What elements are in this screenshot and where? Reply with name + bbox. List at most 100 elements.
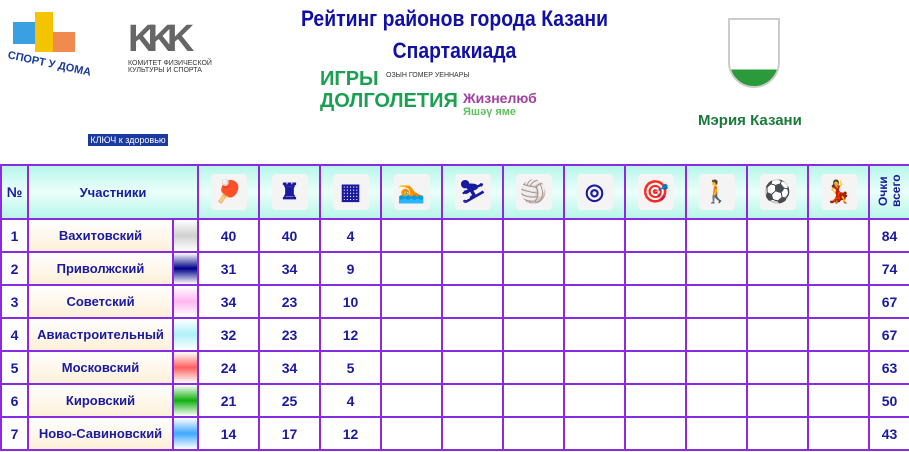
score-cell <box>807 350 870 385</box>
score-cell: 12 <box>319 317 382 352</box>
total-points: 74 <box>868 251 909 286</box>
total-points: 84 <box>868 218 909 253</box>
score-cell: 34 <box>258 251 321 286</box>
score-cell <box>502 350 565 385</box>
score-cell <box>746 350 809 385</box>
table-row: 7 Ново-Савиновский 14 17 12 43 <box>0 416 909 451</box>
rating-table: № Участники 🏓 ♜ ▦ 🏊 ⛷ 🏐 ◎ 🎯 🚶 ⚽ 💃 Очки всего 1 Вахит… <box>0 164 909 451</box>
score-cell: 40 <box>197 218 260 253</box>
header-sport-9: ⚽ <box>746 164 809 220</box>
score-cell: 40 <box>258 218 321 253</box>
header-sport-6: ◎ <box>563 164 626 220</box>
header-sport-7: 🎯 <box>624 164 687 220</box>
district-color-swatch <box>172 218 199 253</box>
district-name: Ново-Савиновский <box>27 416 174 451</box>
igry-tat-text: ОЗЫН ГОМЕР УЕННАРЫ <box>386 72 470 79</box>
district-name: Кировский <box>27 383 174 418</box>
score-cell <box>624 251 687 286</box>
score-cell <box>746 383 809 418</box>
header-sport-0: 🏓 <box>197 164 260 220</box>
rank: 2 <box>0 251 29 286</box>
score-cell <box>441 317 504 352</box>
igry-logo: ИГРЫ ДОЛГОЛЕТИЯ <box>320 68 458 112</box>
district-color-swatch <box>172 416 199 451</box>
score-cell <box>563 251 626 286</box>
darts-icon: 🎯 <box>637 174 674 210</box>
total-points: 67 <box>868 317 909 352</box>
total-points: 43 <box>868 416 909 451</box>
score-cell <box>380 218 443 253</box>
score-cell: 9 <box>319 251 382 286</box>
score-cell <box>746 317 809 352</box>
score-cell <box>502 251 565 286</box>
chess-icon: ♜ <box>271 174 308 210</box>
score-cell <box>441 383 504 418</box>
header-sport-10: 💃 <box>807 164 870 220</box>
score-cell <box>807 251 870 286</box>
score-cell <box>685 218 748 253</box>
score-cell <box>563 218 626 253</box>
sport-u-doma-logo: СПОРТ У ДОМА <box>5 10 95 88</box>
score-cell <box>746 416 809 451</box>
score-cell <box>624 383 687 418</box>
score-cell <box>563 317 626 352</box>
header-total: Очки всего <box>868 164 909 220</box>
district-name: Советский <box>27 284 174 319</box>
header-sport-1: ♜ <box>258 164 321 220</box>
score-cell <box>380 416 443 451</box>
rank: 6 <box>0 383 29 418</box>
score-cell <box>624 218 687 253</box>
rank: 1 <box>0 218 29 253</box>
total-points: 67 <box>868 284 909 319</box>
score-cell <box>746 284 809 319</box>
table-row: 4 Авиастроительный 32 23 12 67 <box>0 317 909 352</box>
score-cell <box>380 383 443 418</box>
district-color-swatch <box>172 383 199 418</box>
score-cell: 34 <box>258 350 321 385</box>
score-cell: 4 <box>319 218 382 253</box>
score-cell <box>563 284 626 319</box>
score-cell: 10 <box>319 284 382 319</box>
score-cell: 14 <box>197 416 260 451</box>
header-sport-4: ⛷ <box>441 164 504 220</box>
header-sport-3: 🏊 <box>380 164 443 220</box>
district-color-swatch <box>172 350 199 385</box>
district-name: Авиастроительный <box>27 317 174 352</box>
badge-icon: ◎ <box>576 174 613 210</box>
kazan-coat-of-arms-icon <box>728 18 780 88</box>
kluch-logo: КЛЮЧ к здоровью ВОДА <box>88 112 168 157</box>
checkers-icon: ▦ <box>332 174 369 210</box>
score-cell <box>624 284 687 319</box>
score-cell: 32 <box>197 317 260 352</box>
score-cell <box>502 218 565 253</box>
score-cell: 23 <box>258 317 321 352</box>
score-cell <box>807 284 870 319</box>
score-cell <box>807 317 870 352</box>
score-cell <box>380 317 443 352</box>
score-cell <box>685 284 748 319</box>
football-icon: ⚽ <box>759 174 796 210</box>
score-cell <box>563 416 626 451</box>
header-participants: Участники <box>27 164 199 220</box>
score-cell <box>624 317 687 352</box>
score-cell <box>685 350 748 385</box>
score-cell: 12 <box>319 416 382 451</box>
rank: 7 <box>0 416 29 451</box>
table-row: 1 Вахитовский 40 40 4 84 <box>0 218 909 253</box>
header-sport-5: 🏐 <box>502 164 565 220</box>
district-name: Московский <box>27 350 174 385</box>
score-cell <box>624 350 687 385</box>
table-tennis-icon: 🏓 <box>210 174 247 210</box>
score-cell <box>441 284 504 319</box>
header-sport-2: ▦ <box>319 164 382 220</box>
table-row: 5 Московский 24 34 5 63 <box>0 350 909 385</box>
score-cell <box>746 218 809 253</box>
district-name: Приволжский <box>27 251 174 286</box>
score-cell <box>807 218 870 253</box>
score-cell <box>563 350 626 385</box>
score-cell: 24 <box>197 350 260 385</box>
score-cell <box>563 383 626 418</box>
district-color-swatch <box>172 251 199 286</box>
total-points: 50 <box>868 383 909 418</box>
swimming-icon: 🏊 <box>393 174 430 210</box>
